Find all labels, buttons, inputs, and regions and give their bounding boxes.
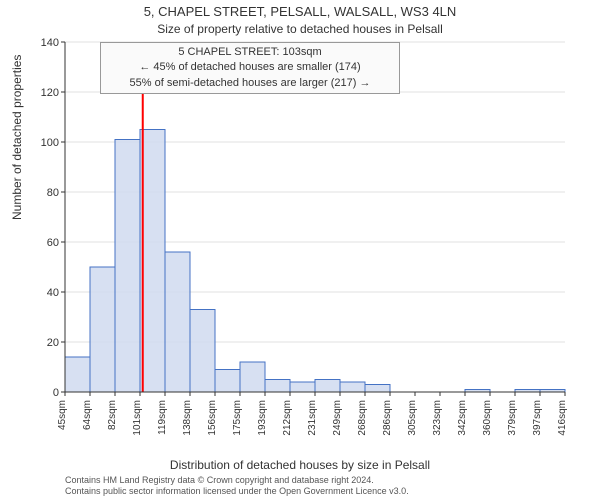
footer-attribution: Contains HM Land Registry data © Crown c… (65, 475, 409, 498)
histogram-bar (65, 357, 90, 392)
histogram-bar (290, 382, 315, 392)
title-sub: Size of property relative to detached ho… (0, 22, 600, 36)
histogram-bar (165, 252, 190, 392)
chart-container: 5, CHAPEL STREET, PELSALL, WALSALL, WS3 … (0, 0, 600, 500)
x-tick-label: 286sqm (382, 400, 393, 436)
histogram-bar (315, 380, 340, 393)
svg-text:60: 60 (47, 237, 59, 249)
svg-text:120: 120 (41, 87, 59, 99)
x-tick-label: 45sqm (57, 400, 68, 430)
x-tick-label: 193sqm (257, 400, 268, 436)
x-axis-label: Distribution of detached houses by size … (0, 458, 600, 472)
histogram-bar (190, 310, 215, 393)
x-tick-label: 342sqm (457, 400, 468, 436)
histogram-bar (215, 370, 240, 393)
histogram-bar (340, 382, 365, 392)
footer-line2: Contains public sector information licen… (65, 486, 409, 498)
svg-text:80: 80 (47, 187, 59, 199)
histogram-bar (240, 362, 265, 392)
svg-text:20: 20 (47, 337, 59, 349)
x-tick-label: 82sqm (107, 400, 118, 430)
footer-line1: Contains HM Land Registry data © Crown c… (65, 475, 409, 487)
x-tick-label: 138sqm (182, 400, 193, 436)
x-tick-label: 360sqm (482, 400, 493, 436)
info-line-smaller: ← 45% of detached houses are smaller (17… (106, 60, 394, 75)
x-tick-label: 64sqm (82, 400, 93, 430)
x-tick-label: 101sqm (132, 400, 143, 436)
x-tick-label: 212sqm (282, 400, 293, 436)
x-tick-label: 379sqm (507, 400, 518, 436)
x-tick-label: 305sqm (407, 400, 418, 436)
info-line-property: 5 CHAPEL STREET: 103sqm (106, 45, 394, 60)
x-tick-label: 416sqm (557, 400, 568, 436)
x-tick-label: 156sqm (207, 400, 218, 436)
histogram-bar (365, 385, 390, 393)
histogram-bar (115, 140, 140, 393)
histogram-bar (265, 380, 290, 393)
info-line-larger: 55% of semi-detached houses are larger (… (106, 76, 394, 91)
x-tick-label: 231sqm (307, 400, 318, 436)
x-tick-label: 323sqm (432, 400, 443, 436)
info-box: 5 CHAPEL STREET: 103sqm ← 45% of detache… (100, 42, 400, 94)
x-tick-label: 119sqm (157, 400, 168, 435)
x-tick-label: 249sqm (332, 400, 343, 436)
svg-text:0: 0 (53, 387, 59, 399)
x-tick-label: 175sqm (232, 400, 243, 436)
histogram-bar (90, 267, 115, 392)
histogram-plot: 02040608010012014045sqm64sqm82sqm101sqm1… (65, 42, 565, 392)
svg-text:140: 140 (41, 37, 59, 49)
svg-text:40: 40 (47, 287, 59, 299)
y-axis-label: Number of detached properties (10, 55, 24, 220)
x-tick-label: 397sqm (532, 400, 543, 436)
title-main: 5, CHAPEL STREET, PELSALL, WALSALL, WS3 … (0, 4, 600, 19)
svg-text:100: 100 (41, 137, 59, 149)
x-tick-label: 268sqm (357, 400, 368, 436)
